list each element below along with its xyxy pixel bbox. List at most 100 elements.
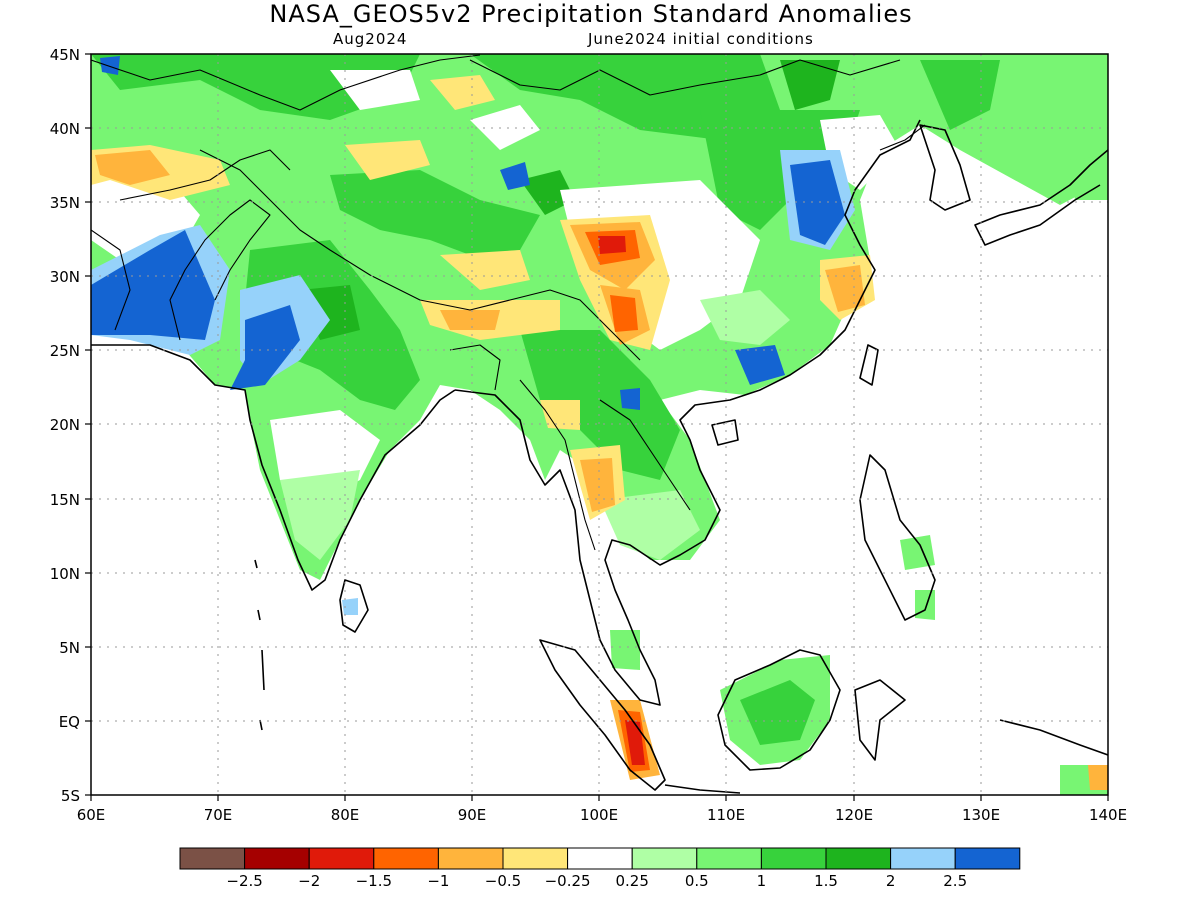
anomaly-area-blue bbox=[230, 305, 300, 390]
lat-label: 10N bbox=[50, 565, 80, 583]
anomaly-area-yellow bbox=[440, 250, 530, 290]
coastline-sulawesi bbox=[854, 679, 906, 761]
border-laos-vietnam bbox=[599, 399, 691, 511]
lat-label: 30N bbox=[50, 268, 80, 286]
anomaly-area-green-light bbox=[600, 490, 700, 560]
anomaly-area-blue bbox=[500, 162, 530, 190]
border-pakistan-india bbox=[169, 199, 271, 341]
colorbar-label: −0.25 bbox=[545, 872, 591, 890]
lon-label: 110E bbox=[707, 806, 745, 824]
border-central-asia bbox=[91, 54, 481, 111]
anomaly-area-green-light bbox=[280, 470, 360, 560]
anomaly-area-orange bbox=[1088, 765, 1108, 790]
anomaly-area-orange bbox=[825, 265, 865, 312]
colorbar-label: −0.5 bbox=[485, 872, 521, 890]
coastline-hainan bbox=[711, 419, 739, 446]
coastline-japan bbox=[974, 149, 1108, 246]
lon-label: 100E bbox=[580, 806, 618, 824]
lon-label: 60E bbox=[77, 806, 106, 824]
coastline-philippines bbox=[859, 454, 936, 621]
lon-label: 140E bbox=[1089, 806, 1127, 824]
anomaly-area-red bbox=[598, 236, 626, 254]
lon-label: 130E bbox=[962, 806, 1000, 824]
anomaly-area-yellow bbox=[430, 75, 495, 110]
lon-label: 90E bbox=[458, 806, 487, 824]
border-afghanistan bbox=[119, 149, 291, 201]
colorbar-label: 1.5 bbox=[814, 872, 838, 890]
border-bangladesh bbox=[449, 344, 501, 391]
anomaly-area-neutral bbox=[330, 70, 420, 110]
colorbar-swatch bbox=[890, 847, 956, 870]
colorbar-label: 1 bbox=[757, 872, 767, 890]
anomaly-area-green bbox=[1070, 155, 1108, 200]
coastline-indochina bbox=[454, 119, 921, 706]
anomaly-field bbox=[91, 54, 1108, 795]
lon-label: 80E bbox=[331, 806, 360, 824]
colorbar-swatch bbox=[308, 847, 375, 870]
colorbar-swatch bbox=[954, 847, 1021, 870]
colorbar-label: 2.5 bbox=[943, 872, 967, 890]
axis-ticks bbox=[85, 53, 1109, 801]
anomaly-area-green-dark bbox=[330, 170, 540, 255]
anomaly-area-green-strong bbox=[780, 60, 840, 110]
anomaly-area-blue-light bbox=[342, 598, 358, 615]
colorbar-label: −1 bbox=[427, 872, 449, 890]
coastline-borneo bbox=[717, 649, 841, 771]
initial-conditions: June2024 initial conditions bbox=[588, 30, 814, 48]
coastline-new-guinea bbox=[999, 719, 1108, 756]
latitude-labels: 45N 40N 35N 30N 25N 20N 15N 10N 5N EQ 5S bbox=[50, 46, 80, 805]
colorbar-swatch bbox=[179, 847, 246, 870]
lat-label: 5N bbox=[59, 639, 80, 657]
graticule bbox=[91, 54, 1108, 795]
coastlines bbox=[91, 119, 1108, 794]
colorbar-swatch bbox=[373, 847, 439, 870]
lat-label: 20N bbox=[50, 416, 80, 434]
anomaly-area-green bbox=[610, 630, 640, 670]
colorbar-label: 0.25 bbox=[615, 872, 648, 890]
lat-label: 35N bbox=[50, 194, 80, 212]
coastline-sumatra bbox=[539, 639, 666, 791]
border-iran bbox=[91, 229, 131, 331]
anomaly-area-red-orange bbox=[610, 295, 638, 332]
border-myanmar-thai bbox=[519, 379, 596, 551]
colorbar-label: −1.5 bbox=[356, 872, 392, 890]
coastline-java bbox=[664, 784, 741, 794]
lat-label: 15N bbox=[50, 491, 80, 509]
anomaly-area-green bbox=[900, 535, 935, 570]
anomaly-area-green-strong bbox=[520, 170, 575, 215]
anomaly-area-green-dark bbox=[700, 110, 860, 230]
colorbar-swatch bbox=[760, 847, 827, 870]
forecast-month: Aug2024 bbox=[333, 30, 408, 48]
coastline-sri-lanka bbox=[339, 579, 369, 633]
anomaly-area-blue bbox=[100, 56, 120, 75]
anomaly-area-yellow bbox=[345, 140, 430, 180]
anomaly-area-orange bbox=[95, 150, 170, 185]
anomaly-area-yellow bbox=[540, 400, 580, 430]
colorbar-label: 0.5 bbox=[685, 872, 709, 890]
lon-label: 120E bbox=[835, 806, 873, 824]
lat-label: 25N bbox=[50, 342, 80, 360]
coastline-india bbox=[91, 344, 456, 591]
anomaly-area-blue bbox=[620, 388, 640, 410]
colorbar-label: −2 bbox=[298, 872, 320, 890]
country-borders bbox=[91, 54, 926, 551]
border-himalaya bbox=[199, 149, 641, 361]
colorbar-label: −2.5 bbox=[226, 872, 262, 890]
anomaly-area-orange bbox=[580, 458, 615, 512]
colorbar-label: 2 bbox=[886, 872, 896, 890]
map-title: NASA_GEOS5v2 Precipitation Standard Anom… bbox=[269, 0, 913, 28]
anomaly-area-green-dark bbox=[520, 330, 680, 480]
anomaly-area-green bbox=[915, 590, 935, 620]
lon-label: 70E bbox=[204, 806, 233, 824]
colorbar-swatch bbox=[437, 847, 504, 870]
lat-label: 45N bbox=[50, 46, 80, 64]
anomaly-area-blue bbox=[735, 345, 785, 385]
colorbar: −2.5 −2 −1.5 −1 −0.5 −0.25 0.25 0.5 1 1.5 2 2.5 bbox=[179, 847, 1021, 890]
border-china-korea bbox=[879, 124, 926, 151]
colorbar-swatch bbox=[696, 847, 762, 870]
lat-label: EQ bbox=[59, 713, 80, 731]
colorbar-swatch bbox=[502, 847, 569, 870]
coastline-islands bbox=[254, 559, 265, 731]
colorbar-swatch bbox=[631, 847, 698, 870]
